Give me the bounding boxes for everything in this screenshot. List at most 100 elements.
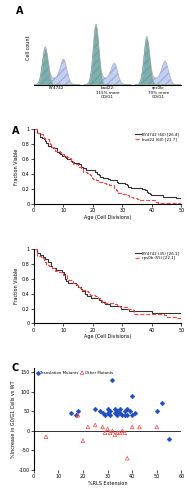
Other Mutants — [131, 423, 134, 431]
BY4742 (35) [26.1] — [50, 263, 53, 269]
bud22 (60) [21.7] — [180, 201, 183, 207]
Translation Mutants — [121, 411, 124, 419]
bud22 (60) [21.7] — [50, 144, 52, 150]
Other Mutants — [126, 454, 129, 462]
BY4742 (60) [26.4] — [85, 168, 87, 173]
X-axis label: Age (Cell Divisions): Age (Cell Divisions) — [84, 334, 131, 339]
X-axis label: Age (Cell Divisions): Age (Cell Divisions) — [84, 214, 131, 220]
BY4742 (35) [26.1] — [180, 320, 183, 326]
Translation Mutants — [99, 408, 102, 416]
Other Mutants — [104, 429, 107, 437]
Legend: BY4742 (60) [26.4], bud22 (60) [21.7]: BY4742 (60) [26.4], bud22 (60) [21.7] — [134, 132, 180, 141]
bud22 (60) [21.7] — [61, 150, 63, 156]
BY4742 (35) [26.1] — [90, 292, 93, 298]
bud22 (60) [21.7] — [33, 126, 35, 132]
Y-axis label: %Increase in G0/G1 Cells vs WT: %Increase in G0/G1 Cells vs WT — [11, 380, 16, 458]
Line: rps0b (55) [22.1]: rps0b (55) [22.1] — [34, 249, 181, 324]
BY4742 (60) [26.4] — [49, 144, 52, 150]
Translation Mutants — [113, 409, 116, 417]
bud22 (60) [21.7] — [180, 201, 183, 207]
Translation Mutants — [106, 409, 109, 417]
Translation Mutants — [168, 434, 171, 442]
Other Mutants — [106, 425, 109, 433]
Translation Mutants — [126, 411, 129, 419]
Translation Mutants — [126, 406, 129, 413]
Translation Mutants — [94, 406, 97, 413]
Translation Mutants — [108, 408, 111, 416]
BY4742 (35) [26.1] — [33, 246, 35, 252]
rps0b (55) [22.1] — [84, 288, 86, 294]
Text: C: C — [11, 363, 19, 373]
Translation Mutants — [101, 409, 104, 417]
Translation Mutants — [76, 408, 79, 416]
Other Mutants — [113, 431, 116, 439]
Line: bud22 (60) [21.7]: bud22 (60) [21.7] — [34, 130, 181, 204]
Text: A: A — [11, 126, 19, 136]
Translation Mutants — [69, 409, 72, 417]
Line: BY4742 (60) [26.4]: BY4742 (60) [26.4] — [34, 130, 181, 204]
Translation Mutants — [131, 392, 134, 400]
BY4742 (35) [26.1] — [180, 320, 183, 326]
bud22 (60) [21.7] — [91, 174, 93, 180]
Translation Mutants — [131, 411, 134, 419]
rps0b (55) [22.1] — [180, 318, 183, 324]
Other Mutants — [86, 423, 89, 431]
Other Mutants — [76, 411, 79, 419]
Text: A: A — [16, 6, 23, 16]
BY4742 (60) [26.4] — [180, 196, 183, 202]
Translation Mutants — [155, 408, 158, 416]
Other Mutants — [138, 423, 141, 431]
Other Mutants — [116, 429, 119, 437]
bud22 (60) [21.7] — [157, 198, 159, 204]
Other Mutants — [111, 427, 114, 435]
Translation Mutants — [123, 408, 126, 416]
Translation Mutants — [116, 411, 119, 419]
Other Mutants — [123, 429, 126, 437]
Legend: Translation Mutants, Other Mutants: Translation Mutants, Other Mutants — [36, 370, 113, 375]
Other Mutants — [81, 436, 84, 444]
Translation Mutants — [113, 406, 116, 413]
Translation Mutants — [111, 376, 114, 384]
rps0b (55) [22.1] — [180, 320, 183, 326]
Other Mutants — [118, 429, 121, 437]
Translation Mutants — [106, 406, 109, 413]
Translation Mutants — [118, 409, 121, 417]
Legend: BY4742 (35) [26.1], rps0b (55) [22.1]: BY4742 (35) [26.1], rps0b (55) [22.1] — [134, 251, 180, 261]
Y-axis label: Cell count: Cell count — [26, 35, 31, 59]
bud22 (60) [21.7] — [136, 196, 138, 202]
BY4742 (60) [26.4] — [180, 198, 183, 204]
Translation Mutants — [116, 408, 119, 416]
Translation Mutants — [128, 408, 131, 416]
rps0b (55) [22.1] — [33, 246, 35, 252]
Other Mutants — [108, 429, 111, 437]
BY4742 (60) [26.4] — [180, 201, 183, 207]
Translation Mutants — [133, 409, 136, 417]
bud22 (60) [21.7] — [81, 168, 84, 173]
BY4742 (35) [26.1] — [80, 288, 83, 294]
Translation Mutants — [118, 406, 121, 413]
BY4742 (60) [26.4] — [180, 201, 183, 207]
Line: BY4742 (35) [26.1]: BY4742 (35) [26.1] — [34, 249, 181, 324]
X-axis label: %RLS Extension: %RLS Extension — [88, 480, 127, 486]
Translation Mutants — [123, 411, 126, 419]
Other Mutants — [45, 432, 47, 440]
BY4742 (60) [26.4] — [33, 126, 35, 132]
BY4742 (35) [26.1] — [98, 297, 100, 303]
rps0b (55) [22.1] — [65, 272, 68, 278]
Translation Mutants — [160, 400, 163, 407]
BY4742 (35) [26.1] — [44, 256, 47, 262]
Other Mutants — [101, 423, 104, 431]
Translation Mutants — [74, 411, 77, 419]
BY4742 (35) [26.1] — [62, 272, 65, 278]
rps0b (55) [22.1] — [103, 300, 105, 306]
Y-axis label: Fraction Viable: Fraction Viable — [14, 148, 19, 185]
Other Mutants — [94, 421, 97, 429]
Other Mutants — [155, 423, 158, 431]
Translation Mutants — [108, 411, 111, 419]
rps0b (55) [22.1] — [180, 320, 183, 326]
BY4742 (60) [26.4] — [59, 150, 61, 156]
Translation Mutants — [104, 411, 107, 419]
Y-axis label: Fraction Viable: Fraction Viable — [14, 268, 19, 304]
Other Mutants — [121, 427, 124, 435]
rps0b (55) [22.1] — [119, 304, 121, 310]
